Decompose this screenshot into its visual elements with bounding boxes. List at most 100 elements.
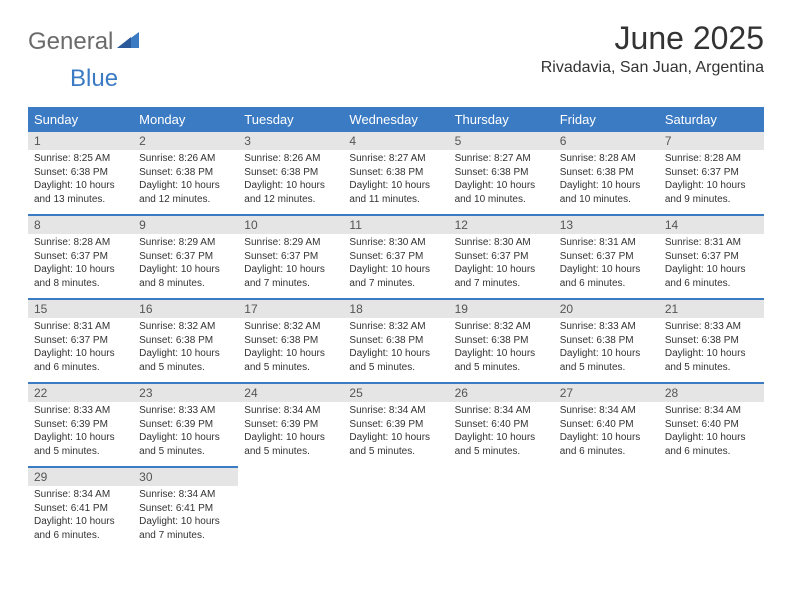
sunset-text: Sunset: 6:38 PM <box>244 166 337 180</box>
day-number: 13 <box>554 216 659 234</box>
day-number: 14 <box>659 216 764 234</box>
daylight-text: Daylight: 10 hours and 8 minutes. <box>34 263 127 290</box>
calendar-day-cell: 2Sunrise: 8:26 AMSunset: 6:38 PMDaylight… <box>133 132 238 215</box>
day-header: Tuesday <box>238 107 343 132</box>
sunrise-text: Sunrise: 8:33 AM <box>560 320 653 334</box>
daylight-text: Daylight: 10 hours and 5 minutes. <box>244 431 337 458</box>
sunset-text: Sunset: 6:38 PM <box>560 166 653 180</box>
calendar-day-cell: 4Sunrise: 8:27 AMSunset: 6:38 PMDaylight… <box>343 132 448 215</box>
calendar-week-row: 15Sunrise: 8:31 AMSunset: 6:37 PMDayligh… <box>28 299 764 383</box>
day-number: 8 <box>28 216 133 234</box>
calendar-week-row: 8Sunrise: 8:28 AMSunset: 6:37 PMDaylight… <box>28 215 764 299</box>
daylight-text: Daylight: 10 hours and 5 minutes. <box>349 431 442 458</box>
day-content: Sunrise: 8:29 AMSunset: 6:37 PMDaylight:… <box>133 234 238 298</box>
sunset-text: Sunset: 6:37 PM <box>139 250 232 264</box>
sunrise-text: Sunrise: 8:31 AM <box>665 236 758 250</box>
day-number: 9 <box>133 216 238 234</box>
day-content: Sunrise: 8:34 AMSunset: 6:41 PMDaylight:… <box>133 486 238 550</box>
sunrise-text: Sunrise: 8:28 AM <box>665 152 758 166</box>
sunset-text: Sunset: 6:37 PM <box>455 250 548 264</box>
sunrise-text: Sunrise: 8:32 AM <box>349 320 442 334</box>
calendar-day-cell: 6Sunrise: 8:28 AMSunset: 6:38 PMDaylight… <box>554 132 659 215</box>
logo-text-blue: Blue <box>70 65 118 92</box>
day-number: 26 <box>449 384 554 402</box>
daylight-text: Daylight: 10 hours and 5 minutes. <box>244 347 337 374</box>
day-content: Sunrise: 8:34 AMSunset: 6:39 PMDaylight:… <box>343 402 448 466</box>
calendar-day-cell: 10Sunrise: 8:29 AMSunset: 6:37 PMDayligh… <box>238 215 343 299</box>
day-number: 30 <box>133 468 238 486</box>
daylight-text: Daylight: 10 hours and 5 minutes. <box>139 347 232 374</box>
sunrise-text: Sunrise: 8:28 AM <box>34 236 127 250</box>
sunset-text: Sunset: 6:39 PM <box>34 418 127 432</box>
sunrise-text: Sunrise: 8:29 AM <box>244 236 337 250</box>
sunset-text: Sunset: 6:38 PM <box>349 334 442 348</box>
daylight-text: Daylight: 10 hours and 5 minutes. <box>455 431 548 458</box>
daylight-text: Daylight: 10 hours and 7 minutes. <box>349 263 442 290</box>
sunset-text: Sunset: 6:38 PM <box>34 166 127 180</box>
sunset-text: Sunset: 6:37 PM <box>244 250 337 264</box>
day-number: 19 <box>449 300 554 318</box>
day-content: Sunrise: 8:31 AMSunset: 6:37 PMDaylight:… <box>554 234 659 298</box>
sunset-text: Sunset: 6:41 PM <box>34 502 127 516</box>
day-number: 18 <box>343 300 448 318</box>
daylight-text: Daylight: 10 hours and 7 minutes. <box>244 263 337 290</box>
calendar-week-row: 1Sunrise: 8:25 AMSunset: 6:38 PMDaylight… <box>28 132 764 215</box>
calendar-week-row: 22Sunrise: 8:33 AMSunset: 6:39 PMDayligh… <box>28 383 764 467</box>
calendar-header-row: Sunday Monday Tuesday Wednesday Thursday… <box>28 107 764 132</box>
day-number: 11 <box>343 216 448 234</box>
daylight-text: Daylight: 10 hours and 7 minutes. <box>139 515 232 542</box>
daylight-text: Daylight: 10 hours and 6 minutes. <box>665 263 758 290</box>
daylight-text: Daylight: 10 hours and 6 minutes. <box>34 515 127 542</box>
sunrise-text: Sunrise: 8:34 AM <box>349 404 442 418</box>
day-number: 15 <box>28 300 133 318</box>
location-label: Rivadavia, San Juan, Argentina <box>541 59 764 77</box>
sunrise-text: Sunrise: 8:32 AM <box>244 320 337 334</box>
day-number: 7 <box>659 132 764 150</box>
sunset-text: Sunset: 6:40 PM <box>560 418 653 432</box>
day-content: Sunrise: 8:27 AMSunset: 6:38 PMDaylight:… <box>343 150 448 214</box>
daylight-text: Daylight: 10 hours and 5 minutes. <box>665 347 758 374</box>
day-header: Wednesday <box>343 107 448 132</box>
day-number: 24 <box>238 384 343 402</box>
calendar-day-cell: 5Sunrise: 8:27 AMSunset: 6:38 PMDaylight… <box>449 132 554 215</box>
day-content: Sunrise: 8:34 AMSunset: 6:39 PMDaylight:… <box>238 402 343 466</box>
calendar-day-cell: 18Sunrise: 8:32 AMSunset: 6:38 PMDayligh… <box>343 299 448 383</box>
sunset-text: Sunset: 6:38 PM <box>455 166 548 180</box>
calendar-day-cell: 25Sunrise: 8:34 AMSunset: 6:39 PMDayligh… <box>343 383 448 467</box>
daylight-text: Daylight: 10 hours and 6 minutes. <box>34 347 127 374</box>
calendar-day-cell: 17Sunrise: 8:32 AMSunset: 6:38 PMDayligh… <box>238 299 343 383</box>
sunrise-text: Sunrise: 8:34 AM <box>139 488 232 502</box>
sunrise-text: Sunrise: 8:32 AM <box>455 320 548 334</box>
day-content: Sunrise: 8:33 AMSunset: 6:38 PMDaylight:… <box>554 318 659 382</box>
daylight-text: Daylight: 10 hours and 5 minutes. <box>560 347 653 374</box>
calendar-day-cell: 7Sunrise: 8:28 AMSunset: 6:37 PMDaylight… <box>659 132 764 215</box>
day-number: 20 <box>554 300 659 318</box>
day-content: Sunrise: 8:31 AMSunset: 6:37 PMDaylight:… <box>28 318 133 382</box>
day-content: Sunrise: 8:25 AMSunset: 6:38 PMDaylight:… <box>28 150 133 214</box>
day-content: Sunrise: 8:32 AMSunset: 6:38 PMDaylight:… <box>449 318 554 382</box>
day-header: Saturday <box>659 107 764 132</box>
daylight-text: Daylight: 10 hours and 11 minutes. <box>349 179 442 206</box>
sunset-text: Sunset: 6:37 PM <box>34 334 127 348</box>
sunrise-text: Sunrise: 8:30 AM <box>349 236 442 250</box>
sunrise-text: Sunrise: 8:26 AM <box>244 152 337 166</box>
day-number: 28 <box>659 384 764 402</box>
calendar-day-cell <box>343 467 448 550</box>
day-content: Sunrise: 8:31 AMSunset: 6:37 PMDaylight:… <box>659 234 764 298</box>
day-number: 2 <box>133 132 238 150</box>
sunset-text: Sunset: 6:39 PM <box>244 418 337 432</box>
calendar-day-cell <box>659 467 764 550</box>
calendar-day-cell <box>554 467 659 550</box>
daylight-text: Daylight: 10 hours and 5 minutes. <box>139 431 232 458</box>
day-header: Thursday <box>449 107 554 132</box>
sunset-text: Sunset: 6:38 PM <box>139 166 232 180</box>
calendar-day-cell: 9Sunrise: 8:29 AMSunset: 6:37 PMDaylight… <box>133 215 238 299</box>
daylight-text: Daylight: 10 hours and 7 minutes. <box>455 263 548 290</box>
sunrise-text: Sunrise: 8:27 AM <box>455 152 548 166</box>
day-number: 3 <box>238 132 343 150</box>
day-content: Sunrise: 8:34 AMSunset: 6:40 PMDaylight:… <box>554 402 659 466</box>
calendar-day-cell: 13Sunrise: 8:31 AMSunset: 6:37 PMDayligh… <box>554 215 659 299</box>
calendar-day-cell: 28Sunrise: 8:34 AMSunset: 6:40 PMDayligh… <box>659 383 764 467</box>
sunset-text: Sunset: 6:38 PM <box>244 334 337 348</box>
sunset-text: Sunset: 6:37 PM <box>349 250 442 264</box>
